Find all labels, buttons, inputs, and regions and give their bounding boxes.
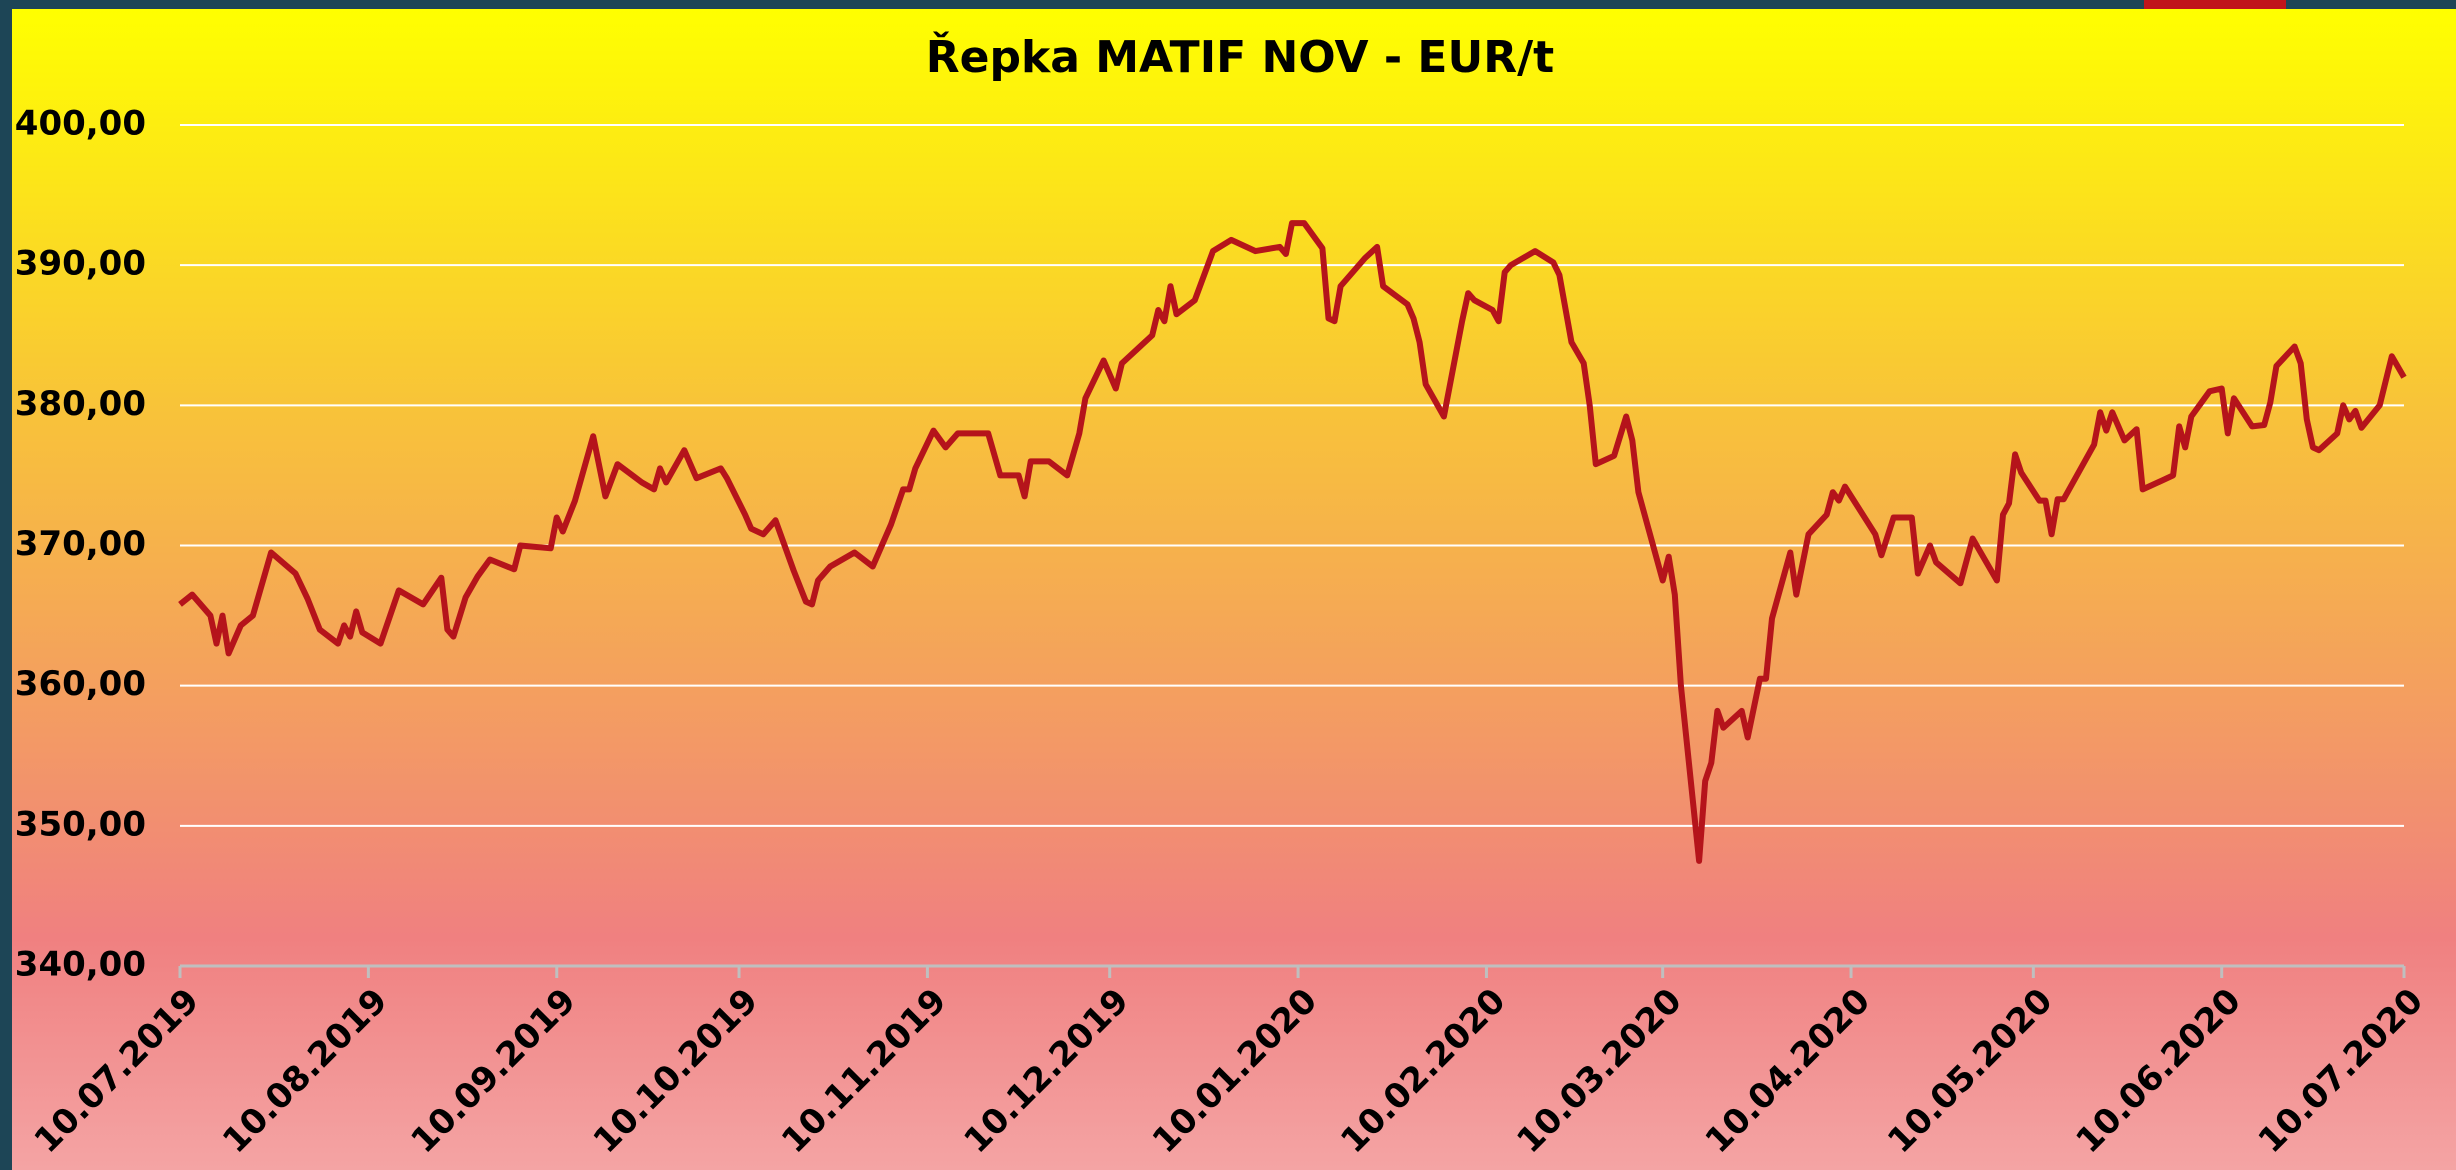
y-tick-label: 360,00: [15, 664, 146, 704]
y-tick-label: 400,00: [15, 104, 146, 144]
chart-title: Řepka MATIF NOV - EUR/t: [926, 30, 1554, 83]
price-line: [178, 220, 2407, 864]
y-tick-label: 380,00: [15, 384, 146, 424]
background: [12, 9, 2456, 1170]
accent-bar: [2144, 0, 2286, 9]
y-tick-label: 390,00: [15, 244, 146, 284]
y-tick-label: 350,00: [15, 804, 146, 844]
y-tick-label: 340,00: [15, 945, 146, 985]
y-tick-label: 370,00: [15, 524, 146, 564]
